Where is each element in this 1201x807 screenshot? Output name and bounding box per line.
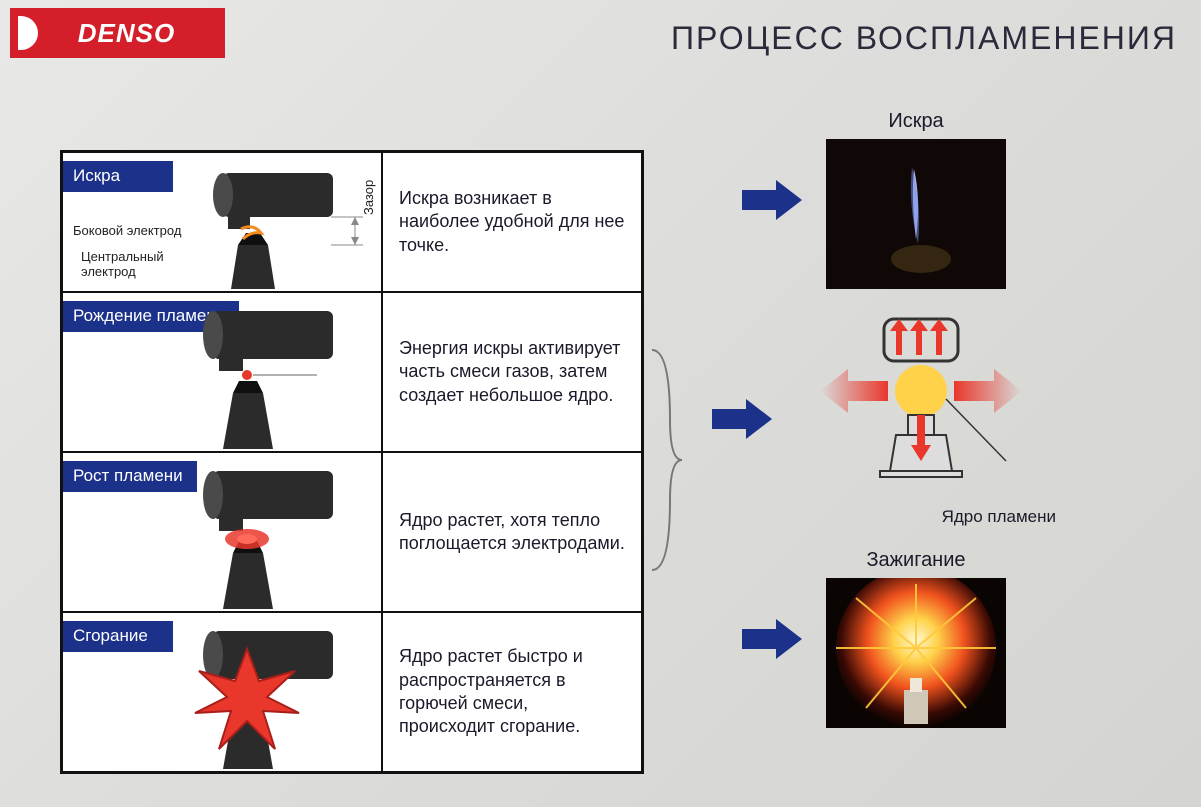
row2-diagram-cell: Рождение пламени: [62, 292, 382, 452]
brand-logo: DENSO: [10, 8, 225, 58]
right-title-1: Искра: [888, 110, 943, 133]
kernel-diagram: [796, 311, 1036, 501]
thumb-spark: [826, 139, 1006, 289]
arrow-icon: [712, 399, 772, 439]
annot-side-electrode: Боковой электрод: [73, 223, 181, 238]
row4-desc: Ядро растет быстро и распространяется в …: [382, 612, 642, 772]
annot-center-electrode: Центральный электрод: [81, 249, 191, 279]
main-content: Искра Боковой электрод: [60, 150, 1036, 774]
row3-diagram-cell: Рост пламени: [62, 452, 382, 612]
right-item-spark: Искра: [742, 110, 1006, 289]
bracket-connector: [650, 150, 684, 770]
annot-gap: Зазор: [361, 180, 376, 215]
slide-title: ПРОЦЕСС ВОСПЛАМЕНЕНИЯ: [671, 20, 1177, 57]
spark-plug-diagram-2: [63, 293, 382, 452]
row1-desc: Искра возникает в наиболее удобной для н…: [382, 152, 642, 292]
right-column: Искра: [712, 110, 1036, 728]
right-item-ignition: Зажигание: [742, 549, 1006, 728]
spark-plug-diagram-3: [63, 453, 382, 612]
row3-desc: Ядро растет, хотя тепло поглощается элек…: [382, 452, 642, 612]
thumb-ignition: [826, 578, 1006, 728]
right-label-2: Ядро пламени: [942, 507, 1056, 527]
row2-desc: Энергия искры активирует часть смеси газ…: [382, 292, 642, 452]
spark-plug-diagram-4: [63, 613, 382, 772]
arrow-icon: [742, 180, 802, 220]
right-title-3: Зажигание: [866, 549, 965, 572]
process-table: Искра Боковой электрод: [60, 150, 644, 774]
right-item-kernel: Ядро пламени: [712, 311, 1036, 527]
brand-text: DENSO: [78, 18, 175, 49]
arrow-icon: [742, 619, 802, 659]
row4-diagram-cell: Сгорание: [62, 612, 382, 772]
row1-diagram-cell: Искра Боковой электрод: [62, 152, 382, 292]
